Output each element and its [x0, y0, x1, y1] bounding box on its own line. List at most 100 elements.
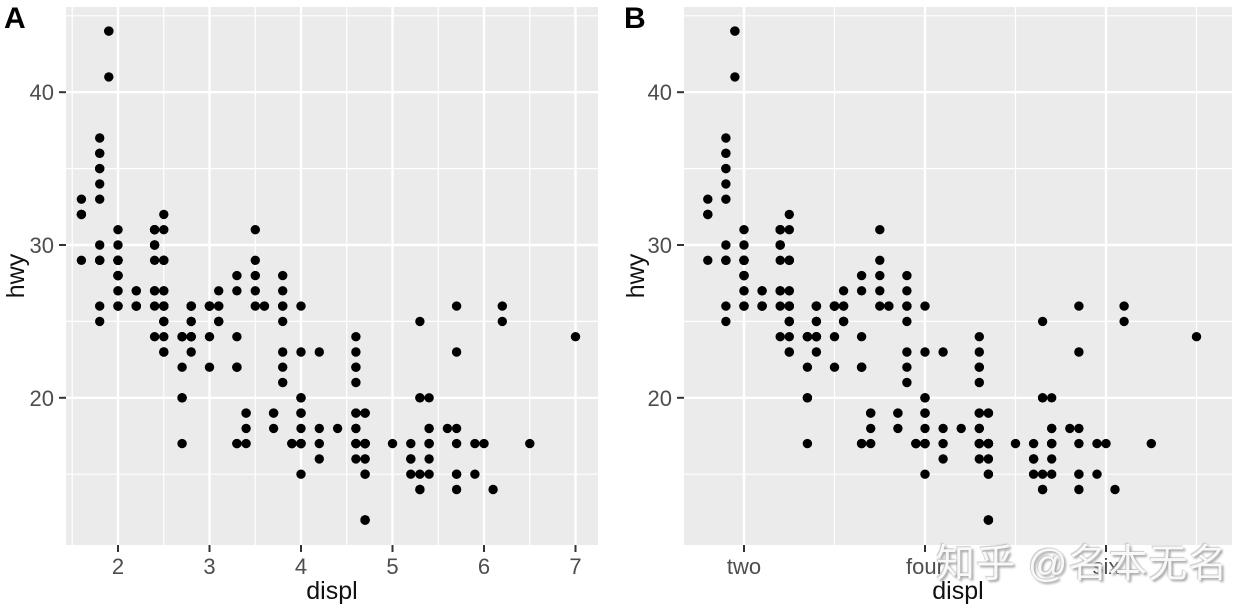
- data-point: [488, 484, 498, 495]
- data-point: [149, 286, 160, 296]
- data-point: [802, 438, 813, 449]
- data-point: [893, 423, 903, 434]
- data-point: [296, 301, 306, 311]
- data-point: [177, 362, 187, 372]
- data-point: [802, 362, 813, 372]
- data-point: [956, 423, 966, 434]
- data-point: [424, 393, 434, 403]
- data-point: [424, 423, 434, 434]
- data-point: [424, 438, 434, 449]
- data-point: [1047, 469, 1057, 479]
- data-point: [406, 454, 416, 464]
- data-point: [974, 332, 984, 342]
- data-point: [186, 332, 196, 342]
- data-point: [149, 255, 160, 265]
- data-point: [149, 240, 160, 250]
- x-axis-title: displ: [306, 577, 357, 605]
- data-point: [424, 454, 434, 464]
- plot-panel-b: two four six 20 30 40 displ hwy B: [620, 0, 1240, 609]
- data-point: [920, 347, 930, 357]
- data-point: [902, 347, 912, 357]
- data-point: [811, 301, 822, 311]
- data-point: [920, 423, 930, 434]
- data-point: [278, 347, 288, 357]
- data-point: [856, 270, 867, 281]
- data-point: [360, 469, 370, 479]
- data-point: [415, 469, 425, 479]
- data-point: [296, 408, 306, 418]
- data-point: [104, 26, 114, 36]
- data-point: [451, 438, 462, 449]
- data-point: [479, 438, 489, 449]
- data-point: [902, 362, 912, 372]
- data-point: [351, 362, 361, 372]
- data-point: [938, 454, 948, 464]
- data-point: [159, 225, 169, 235]
- data-point: [829, 362, 840, 372]
- data-point: [159, 255, 169, 265]
- data-point: [1119, 316, 1129, 327]
- data-point: [186, 301, 196, 311]
- data-point: [159, 209, 169, 220]
- data-point: [1092, 438, 1102, 449]
- data-point: [775, 332, 785, 342]
- scatter-plot-a: 2 3 4 5 6 7 20 30 40 displ hwy: [2, 7, 598, 605]
- data-point: [802, 332, 813, 342]
- data-point: [314, 423, 324, 434]
- data-point: [1092, 469, 1102, 479]
- data-point: [775, 286, 785, 296]
- data-point: [1010, 438, 1021, 449]
- data-point: [214, 316, 224, 327]
- data-point: [95, 301, 105, 311]
- data-point: [838, 316, 849, 327]
- data-point: [278, 301, 288, 311]
- data-point: [1110, 484, 1120, 495]
- data-point: [1047, 454, 1057, 464]
- plot-panel-background: [66, 7, 598, 545]
- data-point: [1074, 423, 1084, 434]
- data-point: [451, 347, 462, 357]
- data-point: [721, 316, 731, 327]
- data-point: [95, 148, 105, 158]
- data-point: [875, 225, 885, 235]
- x-tick-label: 6: [478, 554, 490, 579]
- data-point: [902, 316, 912, 327]
- data-point: [570, 332, 581, 342]
- data-point: [232, 438, 242, 449]
- data-point: [278, 286, 288, 296]
- data-point: [811, 316, 822, 327]
- data-point: [131, 286, 141, 296]
- data-point: [296, 423, 306, 434]
- data-point: [866, 438, 876, 449]
- y-axis-title: hwy: [622, 253, 650, 298]
- data-point: [214, 301, 224, 311]
- data-point: [784, 225, 794, 235]
- data-point: [784, 301, 794, 311]
- data-point: [866, 408, 876, 418]
- data-point: [911, 438, 921, 449]
- data-point: [974, 438, 984, 449]
- data-point: [470, 469, 480, 479]
- y-tick-label: 30: [648, 233, 672, 258]
- data-point: [177, 393, 187, 403]
- data-point: [95, 240, 105, 250]
- data-point: [360, 408, 370, 418]
- data-point: [241, 438, 251, 449]
- data-point: [204, 362, 215, 372]
- data-point: [875, 286, 885, 296]
- data-point: [829, 301, 840, 311]
- data-point: [214, 286, 224, 296]
- data-point: [856, 362, 867, 372]
- x-axis-title: displ: [932, 577, 983, 605]
- data-point: [360, 454, 370, 464]
- data-point: [149, 301, 160, 311]
- data-point: [451, 484, 462, 495]
- data-point: [983, 408, 994, 418]
- data-point: [406, 438, 416, 449]
- x-tick-label: 7: [569, 554, 581, 579]
- data-point: [784, 286, 794, 296]
- data-point: [1037, 484, 1048, 495]
- plot-panel-a: 2 3 4 5 6 7 20 30 40 displ hwy A: [2, 2, 598, 605]
- data-point: [387, 438, 398, 449]
